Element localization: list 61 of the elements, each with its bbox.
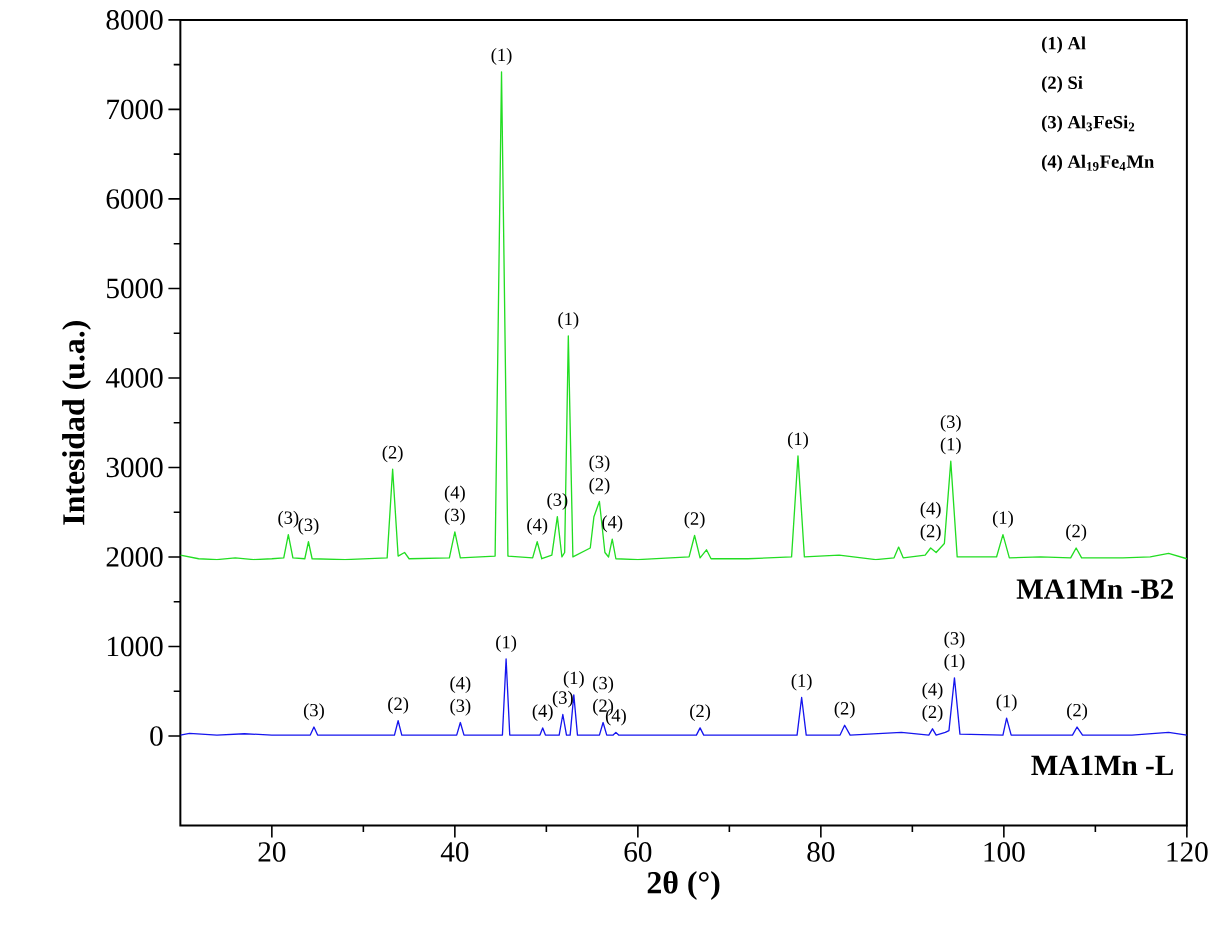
annotation: (1) bbox=[944, 654, 965, 671]
annotation: (3) bbox=[298, 518, 319, 535]
series-label: MA1Mn -L bbox=[1031, 755, 1173, 776]
annotation: (4) bbox=[920, 501, 941, 519]
y-tick-label: 3000 bbox=[106, 457, 163, 478]
y-tick-label: 6000 bbox=[106, 189, 163, 209]
annotation: (2) bbox=[920, 524, 941, 542]
y-tick-label: 1000 bbox=[107, 636, 163, 657]
annotation: (3) bbox=[593, 676, 614, 694]
y-tick-label: 5000 bbox=[107, 278, 163, 299]
annotation: (4) bbox=[922, 682, 943, 700]
annotation: (1) bbox=[996, 694, 1017, 712]
annotation: (4) bbox=[602, 515, 623, 533]
annotation: (3) bbox=[589, 455, 610, 473]
annotation: (3) bbox=[552, 690, 573, 708]
annotation: (3) bbox=[303, 703, 324, 721]
y-tick-label: 2000 bbox=[106, 547, 163, 567]
annotation: (4) bbox=[450, 676, 471, 694]
line-series bbox=[180, 71, 1187, 561]
annotation: (2) bbox=[382, 445, 403, 463]
annotation: (3) bbox=[444, 508, 465, 526]
y-tick-label: 4000 bbox=[105, 368, 163, 388]
annotation: (1) bbox=[491, 48, 512, 66]
annotation: (1) bbox=[496, 635, 517, 653]
annotation: (2) bbox=[690, 704, 711, 722]
y-axis-title: Intesidad (u.a.) bbox=[62, 321, 91, 525]
annotation: (2) bbox=[834, 701, 855, 719]
annotation: (3) bbox=[450, 698, 471, 716]
x-tick-label: 40 bbox=[440, 842, 469, 862]
annotation: (3) bbox=[940, 414, 961, 432]
annotation: (4) bbox=[527, 518, 548, 535]
x-tick-label: 100 bbox=[984, 842, 1025, 862]
annotation: (1) Al bbox=[1041, 36, 1086, 54]
annotation: (1) bbox=[940, 437, 961, 455]
x-tick-label: 80 bbox=[807, 842, 835, 862]
x-tick-label: 120 bbox=[1167, 842, 1208, 862]
annotation: (3) bbox=[278, 510, 299, 528]
x-tick-label: 20 bbox=[258, 842, 286, 862]
annotation: (1) bbox=[787, 432, 808, 450]
annotation: (1) bbox=[791, 673, 812, 691]
x-tick-label: 60 bbox=[624, 842, 652, 862]
annotation: (4) bbox=[444, 485, 465, 503]
y-tick-label: 8000 bbox=[106, 10, 163, 30]
series-label: MA1Mn -B2 bbox=[1016, 579, 1173, 599]
y-tick-label: 0 bbox=[150, 726, 163, 746]
y-tick-label: 7000 bbox=[107, 99, 163, 120]
x-axis-title: 2θ (°) bbox=[647, 870, 720, 901]
annotation: (4) Al$_{19}$Fe$_{4}$Mn bbox=[1041, 154, 1154, 172]
annotation: (2) bbox=[1066, 524, 1087, 542]
annotation: (2) bbox=[1067, 703, 1088, 721]
annotation: (1) bbox=[992, 510, 1013, 528]
annotation: (2) bbox=[922, 705, 943, 723]
annotation: (3) bbox=[944, 631, 965, 649]
annotation: (2) bbox=[388, 697, 409, 714]
annotation: (2) Si bbox=[1041, 76, 1083, 93]
annotation: (2) bbox=[684, 511, 705, 529]
annotation: (2) bbox=[589, 477, 610, 495]
annotation: (3) Al$_{3}$FeSi$_{2}$ bbox=[1041, 115, 1135, 133]
annotation: (1) bbox=[558, 312, 579, 330]
annotation: (1) bbox=[563, 671, 584, 688]
annotation: (4) bbox=[532, 704, 553, 722]
